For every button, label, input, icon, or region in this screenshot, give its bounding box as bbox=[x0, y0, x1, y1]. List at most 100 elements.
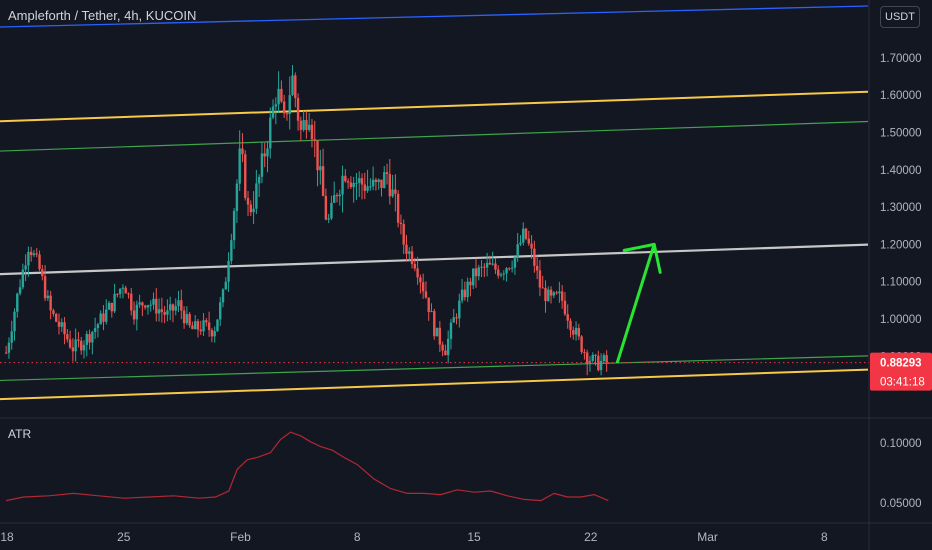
candle-body bbox=[396, 193, 400, 223]
candle-body bbox=[469, 281, 472, 286]
candle-body bbox=[143, 305, 147, 308]
candle-body bbox=[13, 311, 16, 332]
candle-body bbox=[313, 139, 316, 141]
candle-body bbox=[146, 305, 150, 308]
candle-body bbox=[207, 322, 211, 331]
candle-body bbox=[157, 309, 161, 314]
candle-body bbox=[121, 287, 125, 289]
candle-body bbox=[4, 352, 8, 354]
candle-body bbox=[141, 302, 144, 306]
candle-body bbox=[280, 88, 283, 102]
candle-body bbox=[408, 251, 411, 254]
candle-body bbox=[219, 302, 222, 320]
candle-body bbox=[574, 327, 578, 335]
candle-body bbox=[135, 304, 139, 320]
price-tick-label: 1.50000 bbox=[880, 128, 922, 140]
candle-body bbox=[266, 148, 269, 157]
candle-body bbox=[380, 179, 383, 188]
candle-body bbox=[488, 262, 492, 265]
candle-body bbox=[191, 325, 194, 330]
candle-body bbox=[371, 179, 375, 187]
candle-body bbox=[460, 289, 464, 301]
candle-body bbox=[508, 268, 511, 270]
candle-body bbox=[421, 282, 425, 292]
candle-body bbox=[213, 331, 216, 337]
candle-body bbox=[538, 270, 542, 288]
candle-body bbox=[96, 324, 100, 329]
candle-body bbox=[282, 101, 286, 114]
atr-line bbox=[6, 431, 609, 502]
candle-body bbox=[424, 291, 428, 298]
candle-body bbox=[18, 287, 22, 294]
candle-body bbox=[41, 269, 44, 277]
candle-body bbox=[10, 331, 13, 343]
candle-body bbox=[99, 313, 102, 325]
candle-body bbox=[516, 244, 519, 257]
candle-body bbox=[230, 240, 233, 261]
candle-body bbox=[299, 120, 303, 130]
candle-body bbox=[82, 344, 86, 351]
candle-body bbox=[260, 153, 264, 177]
candle-body bbox=[202, 320, 205, 332]
candle-body bbox=[168, 304, 172, 311]
candle-body bbox=[363, 184, 366, 191]
candle-body bbox=[463, 289, 467, 298]
candle-body bbox=[335, 195, 339, 197]
candle-body bbox=[182, 310, 186, 324]
candle-body bbox=[110, 302, 114, 312]
channel-line-gray bbox=[0, 243, 869, 276]
time-tick-label: 25 bbox=[117, 530, 131, 544]
candle-body bbox=[449, 322, 453, 339]
candle-body bbox=[49, 295, 52, 311]
candle-body bbox=[29, 251, 33, 256]
candle-body bbox=[383, 172, 386, 188]
candle-body bbox=[597, 355, 600, 371]
candle-body bbox=[124, 287, 127, 294]
price-tick-label: 1.00000 bbox=[880, 314, 922, 326]
trend-arrow-shaft bbox=[615, 242, 656, 364]
last-price-badge bbox=[870, 352, 932, 391]
candle-body bbox=[38, 254, 41, 270]
candle-body bbox=[560, 291, 564, 301]
candle-body bbox=[21, 269, 25, 288]
candle-body bbox=[527, 238, 531, 244]
candle-body bbox=[535, 265, 539, 271]
candle-body bbox=[466, 281, 469, 298]
candle-body bbox=[377, 179, 380, 183]
candle-body bbox=[569, 320, 572, 331]
candle-body bbox=[116, 293, 119, 295]
candle-body bbox=[438, 327, 442, 345]
candle-body bbox=[60, 322, 63, 327]
candle-body bbox=[310, 124, 314, 140]
candle-body bbox=[533, 248, 536, 266]
candle-body bbox=[385, 172, 389, 175]
candle-body bbox=[360, 178, 364, 185]
candle-body bbox=[227, 260, 230, 282]
candle-body bbox=[235, 183, 239, 211]
time-tick-label: 15 bbox=[467, 530, 481, 544]
candle-body bbox=[244, 154, 247, 198]
candle-body bbox=[155, 298, 158, 314]
atr-indicator-label[interactable]: ATR bbox=[8, 427, 32, 441]
currency-button[interactable]: USDT bbox=[880, 6, 920, 28]
price-tick-label: 1.30000 bbox=[880, 202, 922, 214]
candle-body bbox=[32, 253, 36, 256]
candle-body bbox=[566, 314, 569, 321]
candle-body bbox=[199, 329, 202, 332]
candle-body bbox=[46, 295, 50, 299]
candle-body bbox=[307, 124, 311, 130]
candle-body bbox=[338, 194, 341, 197]
candle-body bbox=[285, 113, 289, 115]
candle-body bbox=[580, 336, 583, 353]
candle-body bbox=[130, 293, 133, 311]
candle-body bbox=[474, 268, 478, 277]
atr-tick-label: 0.10000 bbox=[880, 438, 922, 450]
candle-body bbox=[74, 339, 77, 352]
candle-body bbox=[194, 321, 197, 330]
candle-body bbox=[66, 334, 69, 340]
candle-body bbox=[77, 339, 80, 341]
candle-body bbox=[552, 292, 556, 296]
candle-body bbox=[205, 320, 208, 323]
channel-lines bbox=[0, 5, 869, 401]
